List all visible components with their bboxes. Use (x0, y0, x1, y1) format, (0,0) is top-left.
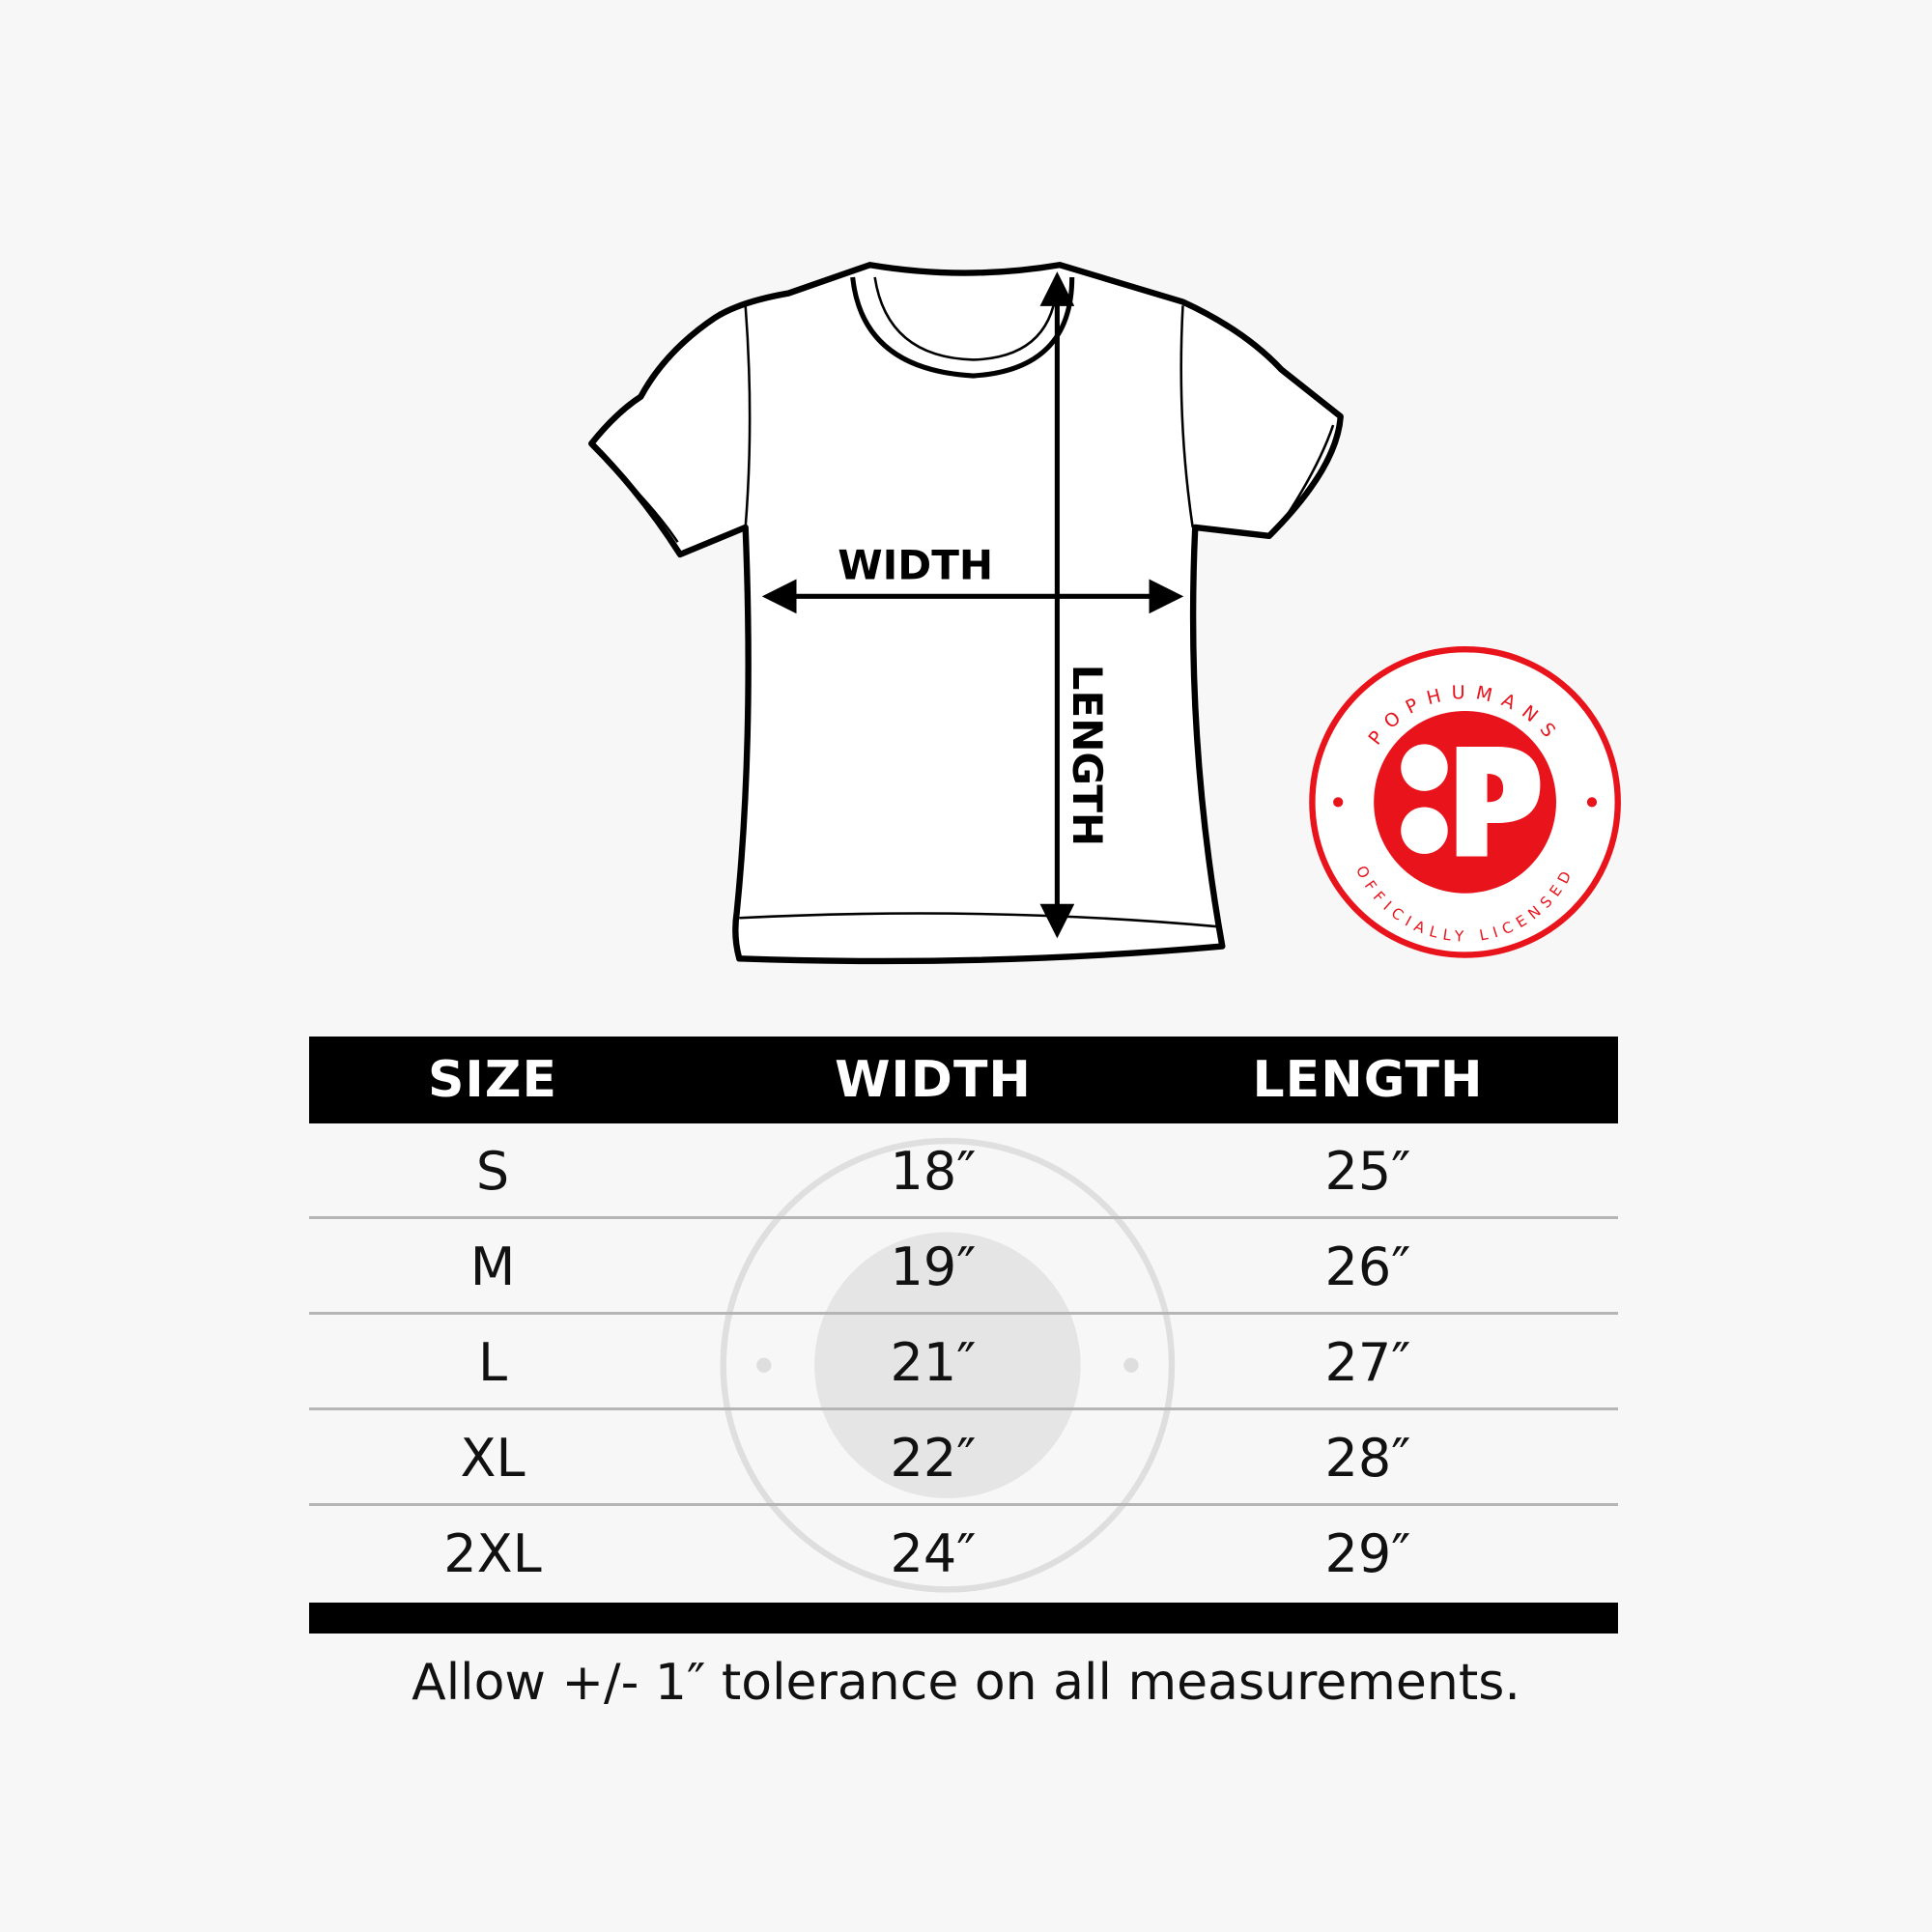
size-cell: S (475, 1141, 510, 1202)
header-size: SIZE (427, 1051, 558, 1109)
tolerance-note: Allow +/- 1″ tolerance on all measuremen… (412, 1654, 1520, 1712)
header-width: WIDTH (835, 1051, 1032, 1109)
size-cell: M (469, 1236, 516, 1297)
size-table-header: SIZE WIDTH LENGTH (309, 1037, 1618, 1123)
tshirt-diagram (588, 262, 1344, 965)
size-cell: L (477, 1332, 508, 1393)
header-length: LENGTH (1252, 1051, 1484, 1109)
width-cell: 21″ (890, 1332, 977, 1393)
width-label: WIDTH (838, 541, 993, 588)
table-row: S 18″ 25″ (309, 1123, 1618, 1219)
table-row: XL 22″ 28″ (309, 1410, 1618, 1506)
table-row: M 19″ 26″ (309, 1219, 1618, 1315)
size-table-body: S 18″ 25″ M 19″ 26″ L 21″ 27″ XL 22″ 28″… (309, 1123, 1618, 1602)
length-label: LENGTH (1064, 665, 1111, 846)
width-cell: 22″ (890, 1428, 977, 1489)
length-cell: 25″ (1324, 1141, 1411, 1202)
width-cell: 18″ (890, 1141, 977, 1202)
table-row: 2XL 24″ 29″ (309, 1506, 1618, 1602)
length-cell: 27″ (1324, 1332, 1411, 1393)
length-cell: 28″ (1324, 1428, 1411, 1489)
size-cell: 2XL (443, 1523, 542, 1584)
length-cell: 26″ (1324, 1236, 1411, 1297)
table-row: L 21″ 27″ (309, 1315, 1618, 1410)
length-cell: 29″ (1324, 1523, 1411, 1584)
watermark-logo (720, 1137, 1176, 1593)
width-cell: 24″ (890, 1523, 977, 1584)
officially-licensed-badge: POPHUMANS OFFICIALLY LICENSED (1309, 646, 1621, 958)
size-cell: XL (460, 1428, 526, 1489)
width-cell: 19″ (890, 1236, 977, 1297)
table-bottom-bar (309, 1603, 1618, 1634)
